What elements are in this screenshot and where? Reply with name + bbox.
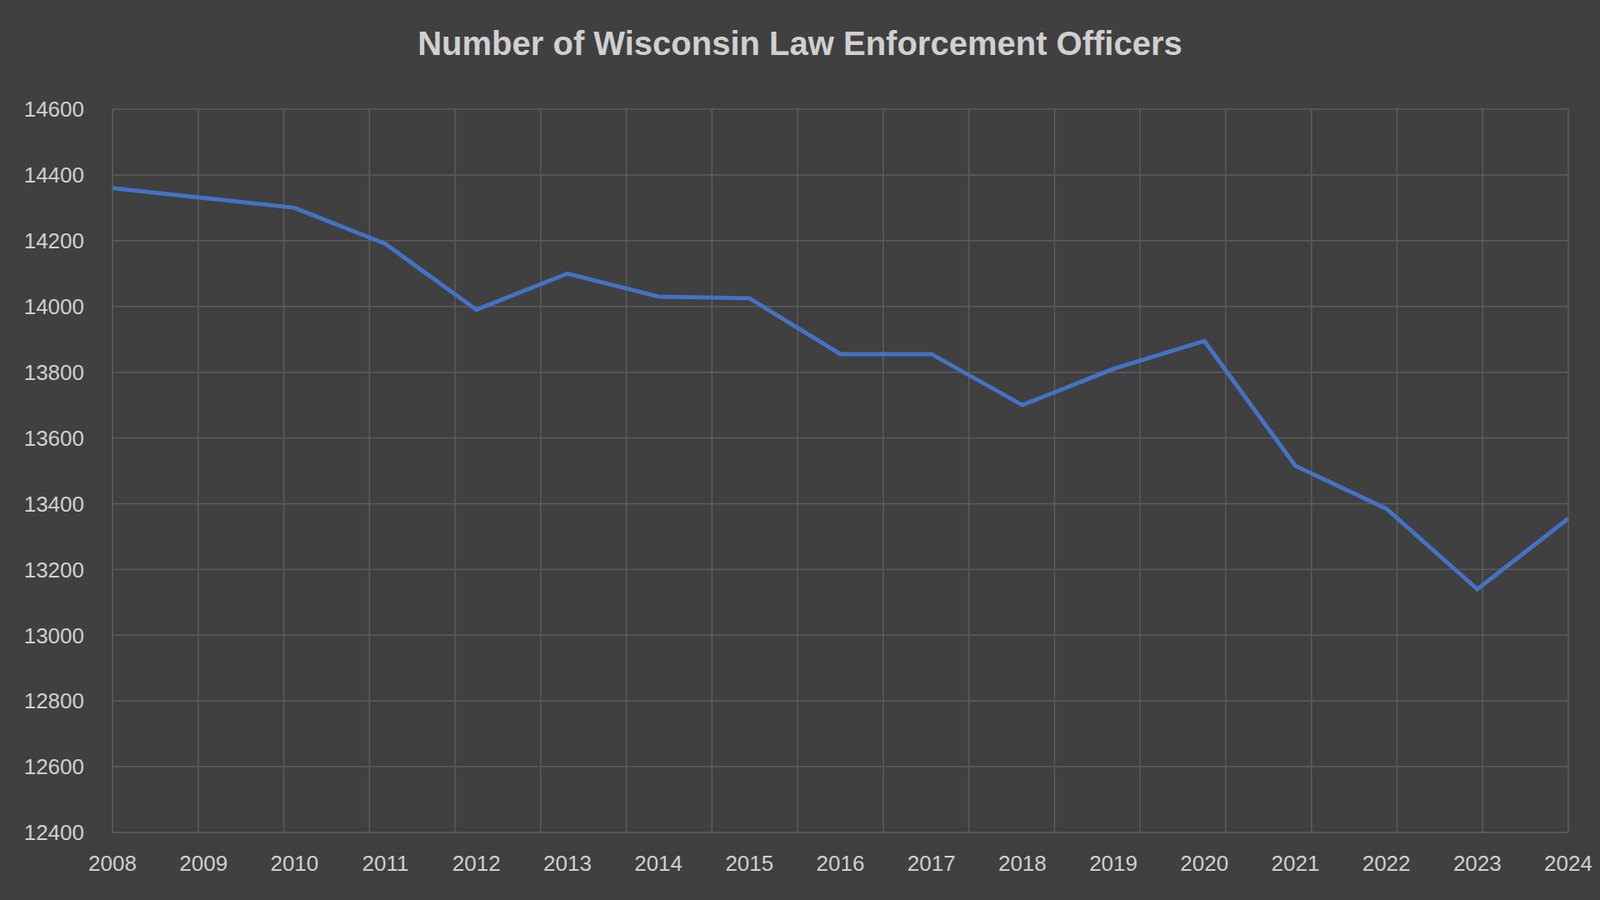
svg-text:2013: 2013 xyxy=(543,850,592,876)
svg-text:13200: 13200 xyxy=(24,557,85,583)
svg-text:14200: 14200 xyxy=(24,228,85,254)
svg-text:14600: 14600 xyxy=(24,96,85,122)
svg-text:2014: 2014 xyxy=(634,850,683,876)
svg-text:2019: 2019 xyxy=(1089,850,1138,876)
svg-text:2009: 2009 xyxy=(179,850,228,876)
svg-text:2016: 2016 xyxy=(816,850,865,876)
svg-text:2008: 2008 xyxy=(88,850,137,876)
svg-text:13400: 13400 xyxy=(24,491,85,517)
svg-text:2010: 2010 xyxy=(270,850,319,876)
svg-text:2022: 2022 xyxy=(1362,850,1411,876)
svg-text:2017: 2017 xyxy=(907,850,956,876)
svg-text:2024: 2024 xyxy=(1544,850,1593,876)
svg-text:12800: 12800 xyxy=(24,688,85,714)
svg-text:13600: 13600 xyxy=(24,425,85,451)
svg-text:14000: 14000 xyxy=(24,294,85,320)
svg-text:2020: 2020 xyxy=(1180,850,1229,876)
svg-text:2015: 2015 xyxy=(725,850,774,876)
svg-text:2021: 2021 xyxy=(1271,850,1320,876)
svg-text:2011: 2011 xyxy=(362,850,410,876)
svg-text:2023: 2023 xyxy=(1453,850,1502,876)
svg-text:13000: 13000 xyxy=(24,623,85,649)
svg-text:2012: 2012 xyxy=(452,850,501,876)
svg-text:12600: 12600 xyxy=(24,754,85,780)
svg-text:13800: 13800 xyxy=(24,360,85,385)
svg-text:14400: 14400 xyxy=(24,162,85,188)
svg-text:12400: 12400 xyxy=(24,820,85,845)
html-text:Number of Wisconsin Law Enforc: Number of Wisconsin Law Enforcement Offi… xyxy=(417,25,1183,62)
svg-text:2018: 2018 xyxy=(998,850,1047,876)
